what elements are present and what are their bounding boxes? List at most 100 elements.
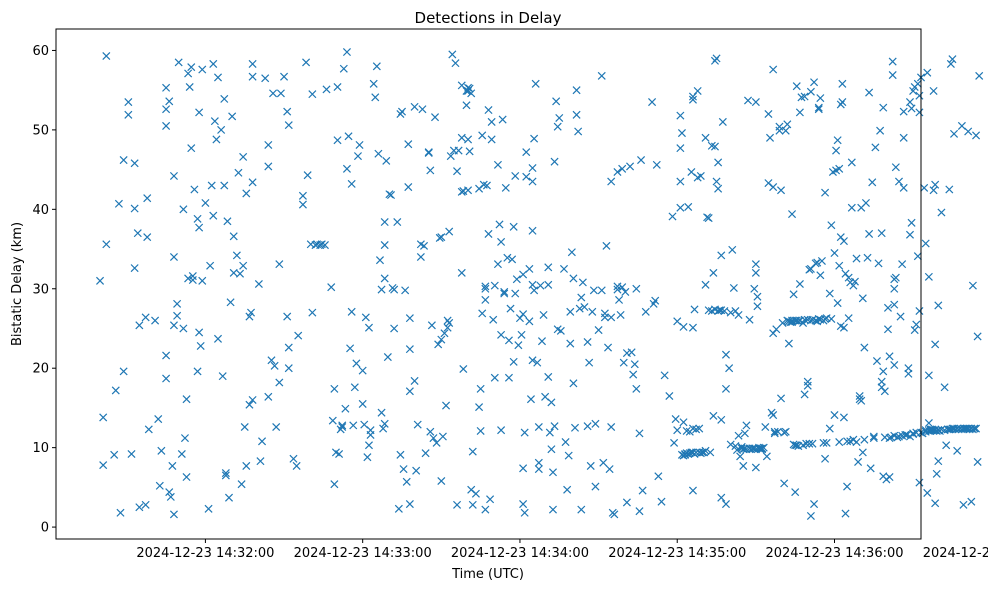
data-point: [495, 220, 504, 229]
data-point: [652, 160, 661, 169]
data-point: [141, 313, 150, 322]
data-point: [201, 198, 210, 207]
data-point: [607, 313, 616, 322]
data-point: [427, 321, 436, 330]
data-point: [668, 212, 677, 221]
data-point: [476, 426, 485, 435]
data-point: [506, 304, 515, 313]
data-point: [248, 72, 257, 81]
data-point: [583, 337, 592, 347]
data-point: [784, 339, 793, 348]
data-point: [511, 171, 520, 180]
data-point: [883, 303, 892, 312]
data-point: [616, 310, 625, 320]
data-point: [556, 326, 565, 335]
data-point: [162, 105, 171, 114]
data-point: [124, 110, 133, 119]
data-point: [221, 471, 230, 480]
data-point: [374, 149, 383, 158]
data-point: [177, 449, 186, 459]
data-point: [844, 314, 853, 323]
data-point: [481, 282, 490, 291]
data-point: [465, 84, 474, 93]
data-point: [143, 194, 152, 203]
data-point: [810, 78, 819, 87]
data-point: [173, 299, 182, 308]
data-point: [525, 317, 534, 326]
data-point: [162, 121, 171, 130]
y-tick-label: 50: [32, 123, 49, 138]
data-point: [706, 448, 715, 457]
data-point: [283, 107, 292, 116]
data-point: [937, 425, 946, 434]
data-point: [872, 357, 881, 366]
data-point: [874, 259, 883, 268]
data-point: [610, 510, 619, 519]
data-point: [481, 284, 490, 293]
data-point: [552, 97, 561, 106]
data-point: [355, 140, 364, 150]
data-point: [168, 461, 177, 470]
data-point: [486, 495, 495, 504]
data-point: [931, 499, 940, 508]
data-point: [855, 391, 864, 401]
data-point: [852, 254, 861, 263]
data-point: [924, 418, 933, 428]
data-point: [217, 125, 226, 134]
data-point: [209, 59, 218, 68]
data-point: [899, 183, 908, 192]
data-point: [915, 306, 924, 316]
data-point: [808, 439, 817, 448]
data-point: [553, 122, 562, 131]
data-point: [857, 396, 866, 405]
data-point: [144, 425, 153, 434]
data-point: [712, 177, 721, 186]
data-point: [412, 466, 421, 475]
data-point: [712, 54, 721, 63]
data-point: [850, 277, 859, 286]
data-point: [116, 508, 125, 517]
data-point: [184, 69, 193, 78]
data-point: [718, 117, 727, 126]
data-point: [709, 268, 718, 277]
data-point: [390, 324, 399, 333]
data-point: [626, 162, 635, 171]
data-point: [501, 183, 510, 192]
data-point: [382, 156, 391, 165]
data-point: [440, 329, 449, 338]
data-point: [358, 366, 367, 375]
data-point: [426, 166, 435, 175]
data-point: [555, 113, 564, 122]
data-point: [671, 415, 680, 424]
data-point: [569, 274, 578, 283]
data-point: [729, 283, 738, 292]
data-point: [772, 325, 781, 334]
data-point: [946, 59, 955, 68]
data-point: [520, 508, 529, 517]
data-point: [493, 160, 502, 169]
data-point: [245, 400, 254, 409]
data-point: [353, 152, 362, 161]
data-point: [497, 426, 506, 435]
data-point: [578, 278, 587, 287]
data-point: [195, 223, 204, 232]
data-point: [743, 96, 753, 105]
data-point: [294, 331, 303, 340]
data-point: [821, 454, 830, 463]
data-point: [967, 497, 976, 506]
data-point: [530, 134, 539, 143]
data-point: [232, 251, 241, 260]
data-point: [522, 172, 531, 181]
data-point: [817, 256, 826, 265]
data-point: [130, 204, 139, 213]
data-point: [629, 370, 638, 379]
data-point: [615, 295, 624, 304]
data-point: [688, 95, 697, 104]
y-axis-label: Bistatic Delay (km): [10, 222, 25, 346]
data-point: [544, 280, 553, 289]
data-point: [839, 323, 848, 332]
data-point: [431, 113, 440, 122]
data-point: [375, 256, 385, 265]
data-point: [248, 178, 257, 187]
